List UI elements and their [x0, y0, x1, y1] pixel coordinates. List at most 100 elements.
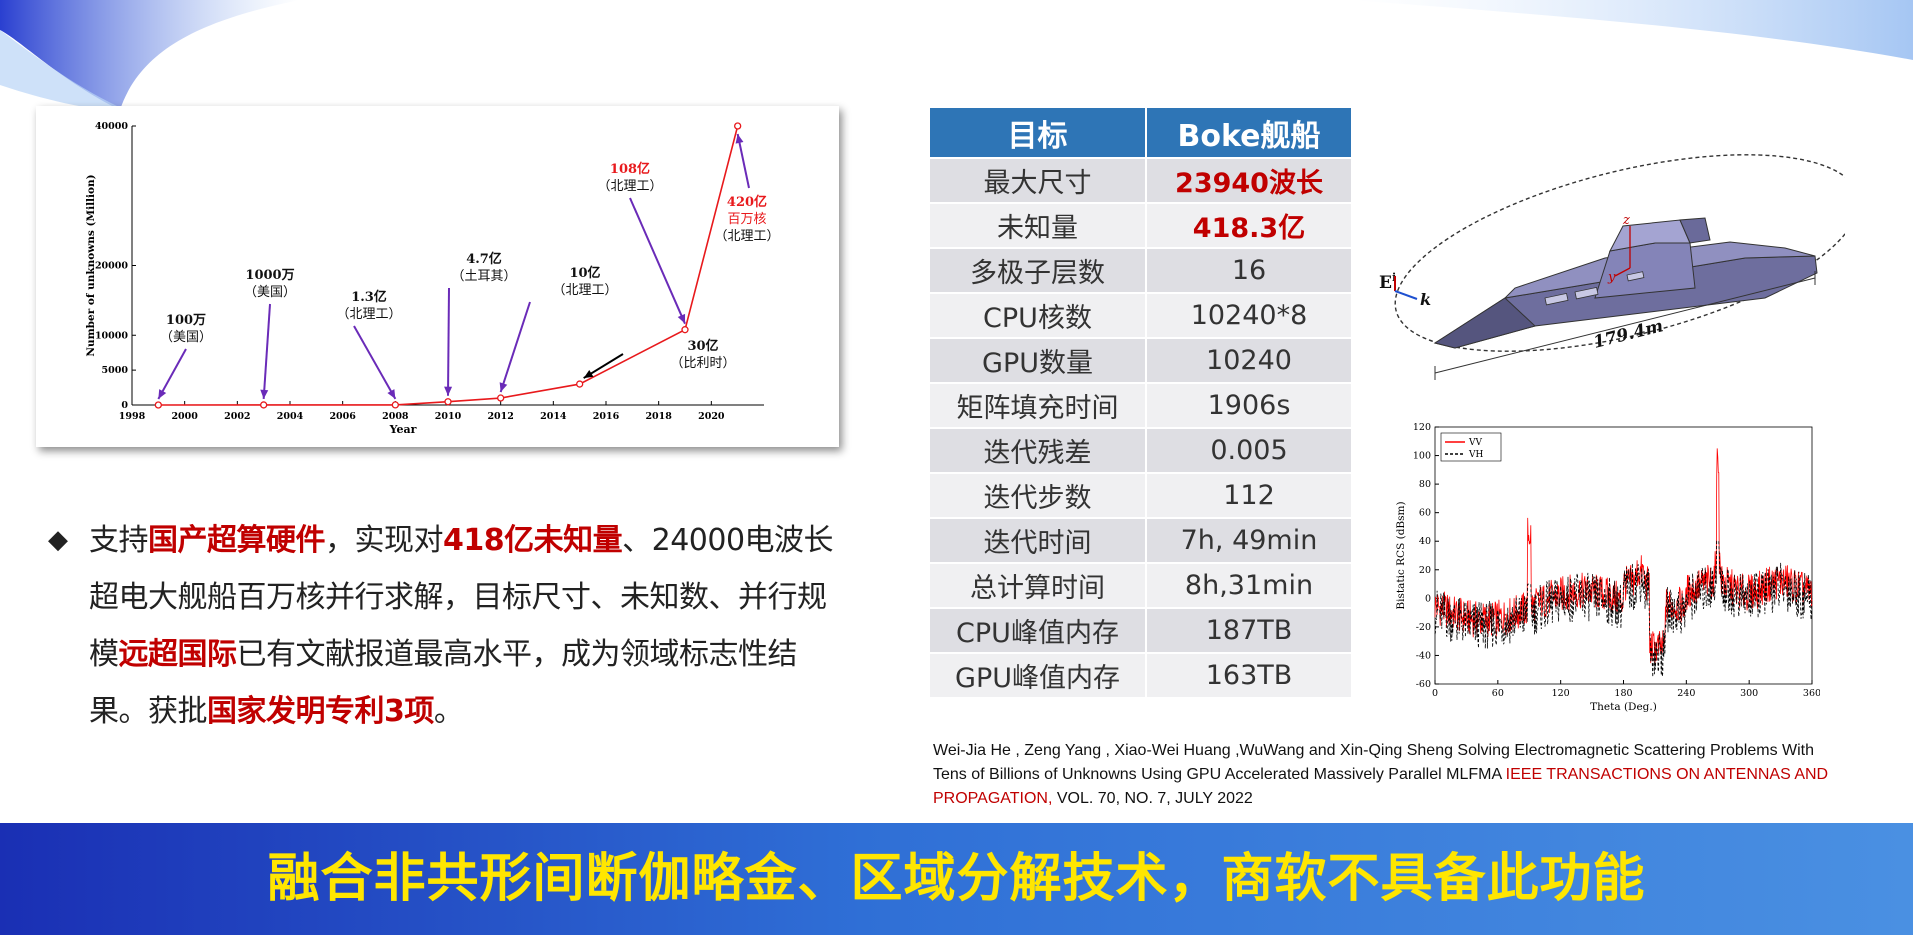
scattering-ellipse: [1394, 154, 1845, 352]
highlight-patents: 国家发明专利3项: [207, 694, 434, 729]
data-point: [734, 122, 742, 130]
table-cell-metric: 迭代步数: [930, 474, 1145, 517]
annotation-value: 4.7亿: [466, 251, 502, 267]
y-tick-label: 40000: [95, 121, 128, 132]
table-cell-metric: 多极子层数: [930, 249, 1145, 292]
rcs-y-tick-label: -20: [1416, 622, 1431, 633]
table-header-row: 目标 Boke舰船: [930, 108, 1351, 157]
rcs-y-tick-label: 100: [1413, 451, 1431, 462]
decorative-header-swoosh: [0, 0, 1913, 112]
ship-model-figure: z y Ei k 179.4m: [1379, 154, 1845, 380]
table-cell-metric: CPU核数: [930, 294, 1145, 337]
table-cell-value: 16: [1147, 249, 1351, 292]
summary-text: 支持国产超算硬件，实现对418亿未知量、24000电波长超电大舰船百万核并行求解…: [89, 523, 834, 729]
table-row: 未知量 418.3亿: [930, 204, 1351, 247]
rcs-x-tick-label: 180: [1614, 688, 1632, 699]
rcs-y-tick-label: 40: [1419, 536, 1431, 547]
growth-chart-svg: 1998 2000 2002 2004 2006 2008 2010 2012 2014 2016…: [85, 121, 780, 436]
y-tick-label: 20000: [95, 261, 128, 272]
annotation-value: 1.3亿: [351, 289, 387, 305]
unknowns-growth-chart: 1998 2000 2002 2004 2006 2008 2010 2012 2014 2016…: [36, 106, 839, 447]
rcs-y-tick-label: 0: [1425, 593, 1431, 604]
annotation-arrow: [736, 133, 750, 189]
x-tick-label: 2018: [645, 411, 672, 422]
table-cell-value: 0.005: [1147, 429, 1351, 472]
data-point: [681, 326, 689, 334]
table-cell-value: 163TB: [1147, 654, 1351, 697]
rcs-legend-label: VV: [1468, 438, 1482, 448]
summary-bullet: ◆ 支持国产超算硬件，实现对418亿未知量、24000电波长超电大舰船百万核并行…: [48, 512, 848, 740]
table-cell-metric: CPU峰值内存: [930, 609, 1145, 652]
table-row: CPU峰值内存 187TB: [930, 609, 1351, 652]
annotation-value: 1000万: [245, 268, 294, 283]
y-tick-label: 10000: [95, 330, 128, 341]
length-dimension-line: [1434, 277, 1816, 374]
annotation-org: （土耳其）: [451, 269, 516, 284]
citation-journal: IEEE TRANSACTIONS ON ANTENNAS AND PROPAG…: [933, 766, 1829, 807]
annotation-value: 100万: [166, 313, 206, 328]
table-cell-metric: 迭代残差: [930, 429, 1145, 472]
table-row: 迭代步数 112: [930, 474, 1351, 517]
annotation-arrowhead: [387, 389, 396, 399]
x-tick-label: 2004: [277, 411, 304, 422]
annotation-arrow: [157, 348, 187, 400]
rcs-x-tick-label: 240: [1677, 688, 1695, 699]
annotation-arrow: [353, 325, 397, 400]
z-axis-label: z: [1622, 213, 1630, 228]
data-point: [444, 398, 452, 406]
table-cell-value: 8h,31min: [1147, 564, 1351, 607]
bottom-banner: 融合非共形间断伽略金、区域分解技术，商软不具备此功能: [0, 823, 1913, 935]
rcs-y-tick-label: 120: [1413, 422, 1431, 433]
table-header-target: 目标: [930, 108, 1145, 157]
rcs-x-tick-label: 120: [1552, 688, 1570, 699]
annotation-value: 108亿: [610, 161, 650, 177]
citation-authors-title: Wei-Jia He , Zeng Yang , Xiao-Wei Huang …: [933, 742, 1815, 783]
table-cell-metric: 总计算时间: [930, 564, 1145, 607]
table-row: 多极子层数 16: [930, 249, 1351, 292]
annotation-value: 10亿: [569, 265, 600, 281]
annotation-arrow: [629, 197, 686, 325]
annotation-org: （北理工）: [336, 307, 401, 322]
annotation-org: （北理工）: [597, 179, 662, 194]
rcs-x-tick-label: 60: [1492, 688, 1504, 699]
table-row: GPU数量 10240: [930, 339, 1351, 382]
y-tick-label: 5000: [102, 365, 129, 376]
table-cell-value: 418.3亿: [1147, 204, 1351, 247]
table-cell-metric: 最大尺寸: [930, 159, 1145, 202]
x-axis-label: Year: [389, 423, 417, 436]
annotation-org: （美国）: [160, 330, 212, 345]
data-point: [260, 401, 268, 409]
annotation-value: 30亿: [687, 338, 718, 354]
x-tick-label: 2002: [224, 411, 250, 422]
annotation-arrowhead: [260, 389, 269, 399]
table-row: 最大尺寸 23940波长: [930, 159, 1351, 202]
y-tick-label: 0: [121, 400, 128, 411]
rcs-y-tick-label: 20: [1419, 565, 1431, 576]
table-row: 总计算时间 8h,31min: [930, 564, 1351, 607]
growth-series-line: [158, 125, 739, 406]
annotation-org: （北理工）: [714, 229, 779, 244]
table-row: 迭代时间 7h, 49min: [930, 519, 1351, 562]
x-tick-label: 2010: [435, 411, 462, 422]
annotation-arrowhead: [444, 386, 453, 396]
ship-length-label: 179.4m: [1591, 316, 1665, 353]
bistatic-rcs-chart: 0 60 120 180 240 300 360 120 100 80 60 40 20 0 -20 -40 -…: [1395, 422, 1820, 713]
table-cell-value: 23940波长: [1147, 159, 1351, 202]
annotation-arrow: [262, 303, 271, 399]
x-tick-label: 2008: [382, 411, 409, 422]
annotation-arrow: [447, 287, 450, 396]
table-row: GPU峰值内存 163TB: [930, 654, 1351, 697]
data-point: [497, 394, 505, 402]
data-point: [576, 380, 584, 388]
annotation-arrowhead: [158, 389, 167, 399]
annotation-arrowhead: [583, 369, 594, 379]
rcs-legend: VV VH: [1440, 432, 1502, 462]
rcs-x-tick-label: 360: [1803, 688, 1820, 699]
highlight-exceeds-international: 远超国际: [118, 637, 238, 672]
table-cell-value: 10240*8: [1147, 294, 1351, 337]
rcs-x-axis-label: Theta (Deg.): [1590, 701, 1657, 713]
rcs-series-vh: [1434, 540, 1813, 678]
diamond-bullet-icon: ◆: [48, 525, 68, 555]
k-vector-label: k: [1420, 290, 1431, 309]
table-cell-value: 187TB: [1147, 609, 1351, 652]
